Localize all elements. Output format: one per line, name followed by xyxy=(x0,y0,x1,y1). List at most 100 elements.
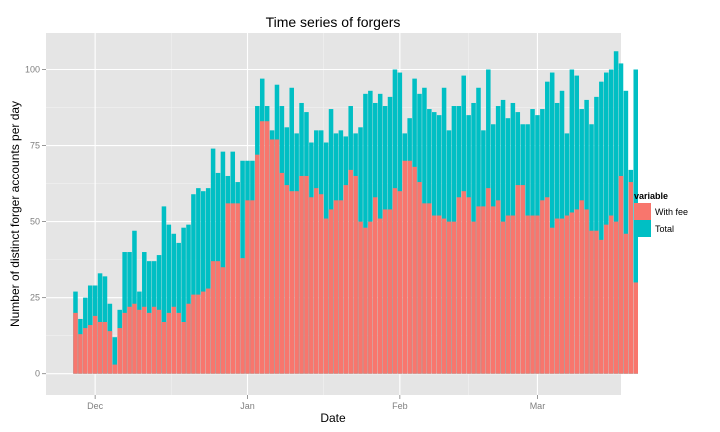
bar-with-fee xyxy=(225,203,231,374)
bar-with-fee xyxy=(353,175,358,374)
bar-with-fee xyxy=(338,200,344,374)
bar-with-fee xyxy=(466,197,471,374)
bar-with-fee xyxy=(97,321,103,374)
bar-with-fee xyxy=(137,309,142,374)
bar-with-fee xyxy=(471,221,476,374)
bar-with-fee xyxy=(490,206,496,374)
bar-with-fee xyxy=(220,267,226,374)
bar-total xyxy=(132,230,137,374)
bar-total xyxy=(201,191,206,374)
bar-total xyxy=(176,242,181,374)
y-tick-label: 25 xyxy=(30,293,40,303)
bar-with-fee xyxy=(328,209,334,374)
bar-total xyxy=(549,72,555,374)
bar-with-fee xyxy=(250,200,255,374)
x-tick-label: Feb xyxy=(392,401,408,411)
bar-with-fee xyxy=(294,191,299,374)
bar-with-fee xyxy=(240,258,245,374)
bar-with-fee xyxy=(525,215,530,374)
bar-with-fee xyxy=(515,185,521,374)
bar-with-fee xyxy=(176,312,181,374)
legend: variable With fee Total xyxy=(634,191,688,237)
bar-total xyxy=(112,337,118,374)
y-tick-label: 0 xyxy=(35,369,40,379)
bar-with-fee xyxy=(78,334,83,374)
bar-with-fee xyxy=(156,309,162,374)
bar-with-fee xyxy=(377,218,383,374)
bar-total xyxy=(166,224,172,374)
bar-with-fee xyxy=(201,291,206,374)
bar-with-fee xyxy=(446,221,452,374)
bar-with-fee xyxy=(545,197,550,374)
bar-with-fee xyxy=(255,154,260,374)
bar-with-fee xyxy=(633,282,638,374)
bar-with-fee xyxy=(284,185,290,374)
bar-with-fee xyxy=(235,203,240,374)
legend-label-with-fee: With fee xyxy=(655,207,688,217)
bar-total xyxy=(161,206,167,374)
bar-with-fee xyxy=(510,215,516,374)
bar-with-fee xyxy=(83,328,88,374)
bar-with-fee xyxy=(205,288,211,374)
y-tick-label: 100 xyxy=(25,65,40,75)
bar-with-fee xyxy=(196,294,201,374)
bar-with-fee xyxy=(309,197,314,374)
bar-with-fee xyxy=(574,209,580,374)
bar-with-fee xyxy=(102,321,108,374)
bar-with-fee xyxy=(274,139,280,374)
legend-title: variable xyxy=(634,191,668,201)
bar-with-fee xyxy=(230,203,236,374)
bar-with-fee xyxy=(181,321,186,374)
bar-with-fee xyxy=(363,227,368,374)
bar-with-fee xyxy=(608,215,614,374)
x-tick-label: Jan xyxy=(240,401,255,411)
bar-with-fee xyxy=(112,364,118,374)
bar-with-fee xyxy=(166,312,172,374)
bar-with-fee xyxy=(579,200,584,374)
bar-with-fee xyxy=(304,175,309,374)
bar-with-fee xyxy=(210,261,216,374)
bar-with-fee xyxy=(613,221,619,374)
bar-with-fee xyxy=(589,230,594,374)
bar-with-fee xyxy=(486,188,491,374)
bar-with-fee xyxy=(520,185,525,374)
bar-with-fee xyxy=(132,303,137,374)
bar-with-fee xyxy=(417,182,422,374)
bar-with-fee xyxy=(456,197,462,374)
bar-with-fee xyxy=(245,200,250,374)
bar-with-fee xyxy=(289,191,294,374)
bar-with-fee xyxy=(279,172,285,374)
bar-total xyxy=(171,233,177,374)
bar-with-fee xyxy=(535,215,540,374)
bar-with-fee xyxy=(269,139,275,374)
bar-with-fee xyxy=(122,312,127,374)
bar-with-fee xyxy=(599,239,604,374)
bar-with-fee xyxy=(461,191,466,374)
y-tick-label: 75 xyxy=(30,141,40,151)
bar-with-fee xyxy=(476,206,481,374)
bar-with-fee xyxy=(451,221,457,374)
bar-with-fee xyxy=(505,215,511,374)
bar-with-fee xyxy=(382,209,388,374)
bar-with-fee xyxy=(299,175,304,374)
bar-with-fee xyxy=(318,194,324,374)
bar-with-fee xyxy=(549,227,555,374)
bar-with-fee xyxy=(604,224,609,374)
bar-with-fee xyxy=(402,160,408,374)
bar-with-fee xyxy=(412,166,417,374)
bar-with-fee xyxy=(142,306,147,374)
bar-with-fee xyxy=(481,206,486,374)
bar-with-fee xyxy=(373,197,378,374)
bar-with-fee xyxy=(530,215,535,374)
bar-total xyxy=(186,224,191,374)
bar-with-fee xyxy=(495,200,501,374)
bar-with-fee xyxy=(171,306,177,374)
bar-with-fee xyxy=(92,315,98,374)
y-tick-label: 50 xyxy=(30,217,40,227)
bar-with-fee xyxy=(358,221,363,374)
bar-with-fee xyxy=(191,294,196,374)
bar-with-fee xyxy=(368,221,373,374)
bar-with-fee xyxy=(333,200,339,374)
bar-with-fee xyxy=(564,215,570,374)
y-axis-label: Number of distinct forger accounts per d… xyxy=(8,101,22,327)
